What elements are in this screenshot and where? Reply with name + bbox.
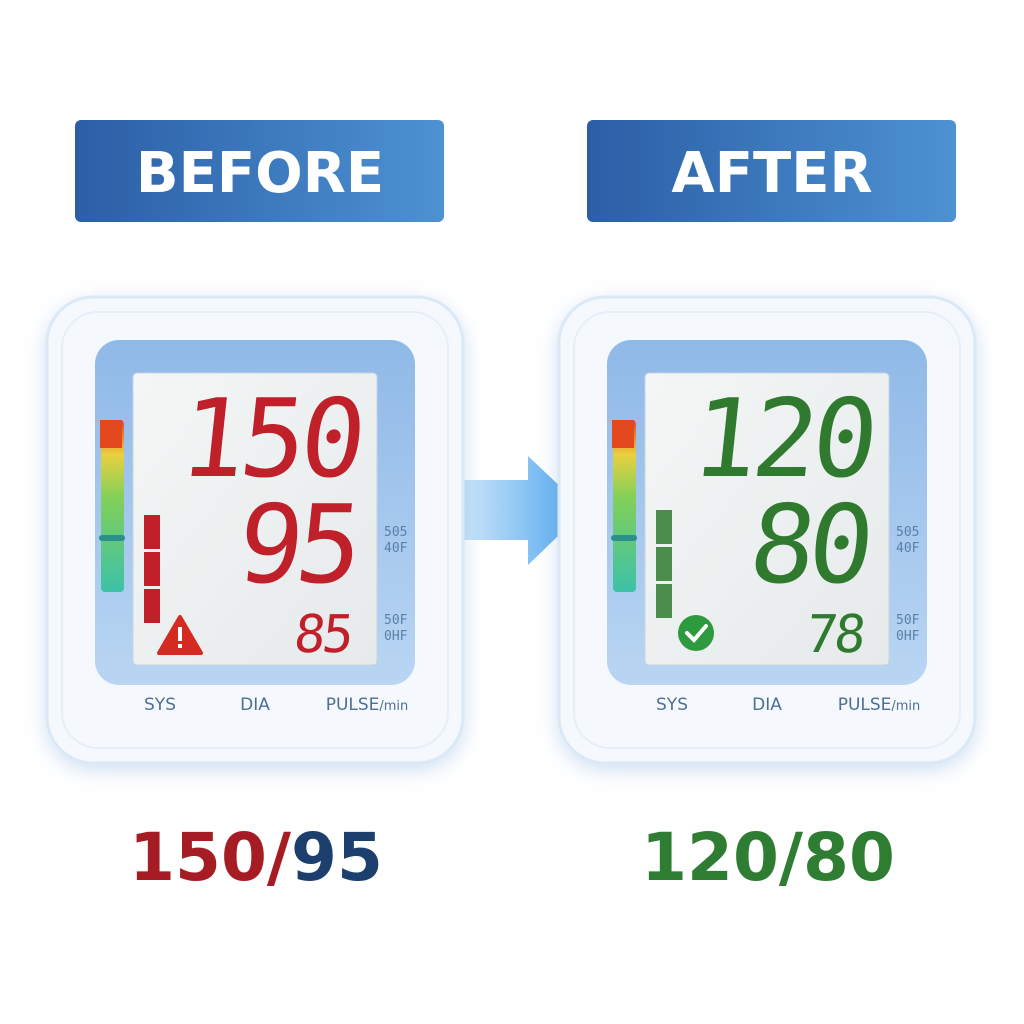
level-segment: [656, 510, 672, 544]
summary-dia: 95: [291, 819, 383, 896]
monitor-inner: [573, 311, 961, 749]
lcd: [644, 372, 890, 666]
sys-label: SYS: [144, 695, 176, 715]
side-mark: 0HF: [384, 629, 408, 644]
lcd-dia: 80: [744, 481, 880, 608]
level-segment: [656, 584, 672, 618]
side-mark: 50F: [896, 613, 920, 628]
summary-separator: /: [779, 819, 804, 896]
scale-mark: [99, 535, 125, 541]
scale-cap: [612, 420, 634, 448]
side-mark: 40F: [384, 541, 408, 556]
pulse-label: PULSE/min: [326, 695, 409, 715]
summary-separator: /: [267, 819, 292, 896]
lcd-pulse: 85: [291, 605, 357, 665]
level-segment: [656, 547, 672, 581]
pulse-word: PULSE: [326, 695, 380, 715]
scale-cap: [100, 420, 122, 448]
lcd: [132, 372, 378, 666]
banner-label: BEFORE: [136, 141, 384, 206]
dia-label: DIA: [752, 695, 782, 715]
warning-dot: [178, 644, 182, 648]
summary-sys: 150: [129, 819, 267, 896]
level-segment: [144, 589, 160, 623]
pulse-unit: /min: [891, 699, 920, 714]
side-mark: 50F: [384, 613, 408, 628]
monitor-inner: [61, 311, 449, 749]
summary-reading: 120/80: [641, 819, 895, 896]
summary-sys: 120: [641, 819, 779, 896]
summary-dia: 80: [803, 819, 895, 896]
color-scale: [613, 420, 636, 592]
level-segment: [144, 552, 160, 586]
color-scale: [101, 420, 124, 592]
lcd-sys: 120: [687, 375, 885, 502]
check-mark: [685, 624, 708, 643]
lcd-pulse: 78: [803, 605, 869, 665]
banner: [75, 120, 444, 222]
banner: [587, 120, 956, 222]
check-icon: [678, 615, 714, 651]
side-mark: 0HF: [896, 629, 920, 644]
lcd-dia: 95: [232, 481, 368, 608]
level-segment: [144, 515, 160, 549]
pulse-word: PULSE: [838, 695, 892, 715]
dia-label: DIA: [240, 695, 270, 715]
warning-bang: [178, 627, 182, 641]
banner-label: AFTER: [671, 141, 872, 206]
lcd-sys: 150: [175, 375, 373, 502]
pulse-label: PULSE/min: [838, 695, 921, 715]
sys-label: SYS: [656, 695, 688, 715]
pulse-unit: /min: [379, 699, 408, 714]
summary-reading: 150/95: [129, 819, 383, 896]
side-mark: 40F: [896, 541, 920, 556]
arrow: [452, 456, 585, 565]
side-mark: 505: [896, 525, 919, 540]
side-mark: 505: [384, 525, 407, 540]
scale-mark: [611, 535, 637, 541]
